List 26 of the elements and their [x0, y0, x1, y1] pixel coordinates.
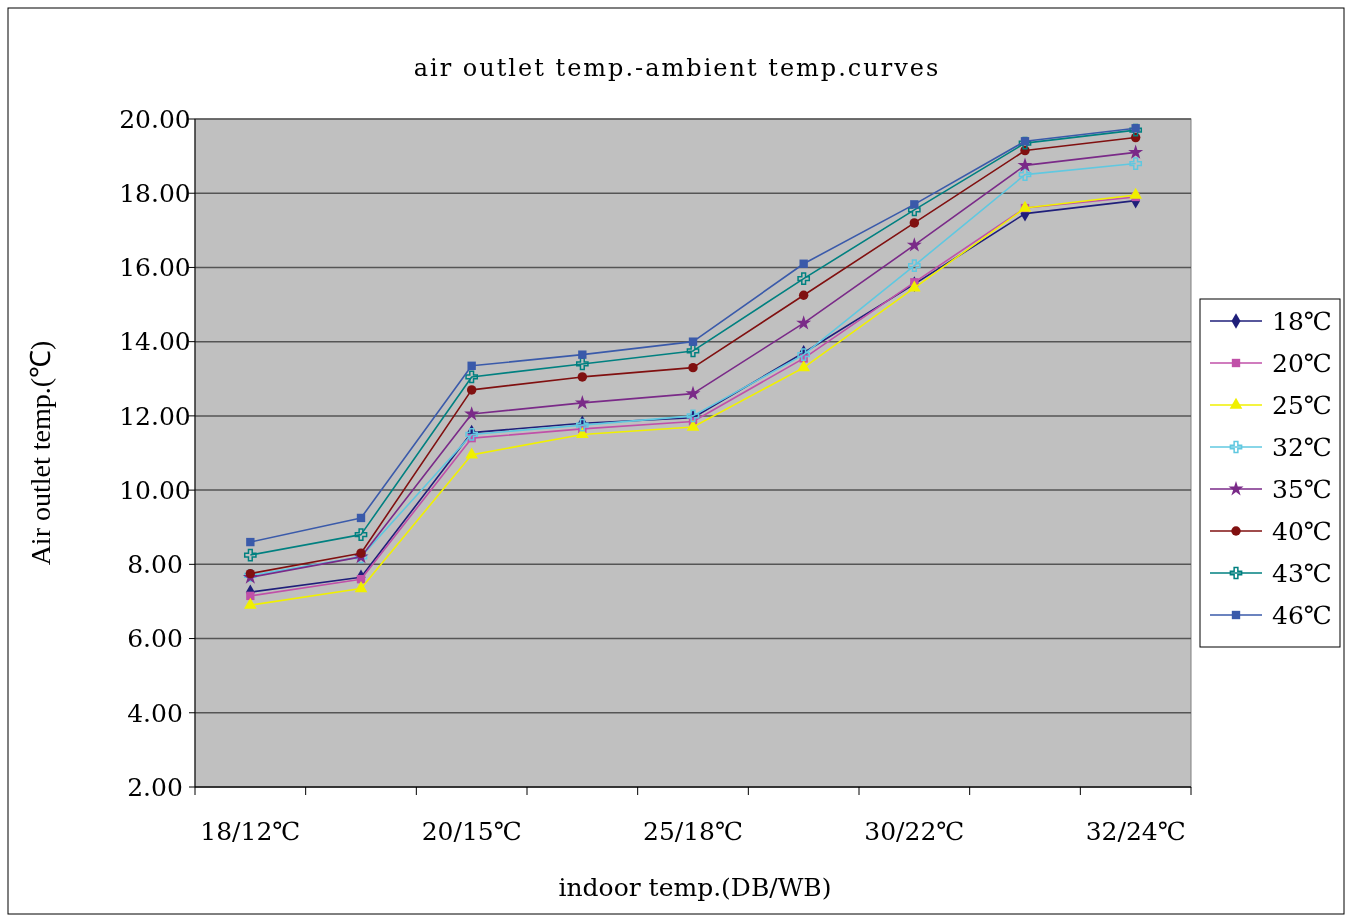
chart-title: air outlet temp.-ambient temp.curves — [413, 54, 941, 82]
x-axis-title: indoor temp.(DB/WB) — [558, 873, 832, 902]
legend-label: 25℃ — [1272, 390, 1332, 420]
y-tick-label: 20.00 — [119, 104, 191, 134]
legend-label: 43℃ — [1272, 558, 1332, 588]
y-tick-label: 10.00 — [119, 475, 191, 505]
y-tick-label: 16.00 — [119, 253, 191, 283]
y-tick-label: 18.00 — [119, 178, 191, 208]
x-tick-label: 18/12℃ — [200, 817, 301, 846]
y-tick-label: 2.00 — [127, 772, 183, 802]
legend-label: 40℃ — [1272, 516, 1332, 546]
y-tick-label: 14.00 — [119, 327, 191, 357]
y-axis-title: Air outlet temp.(℃) — [25, 340, 56, 566]
y-tick-label: 12.00 — [119, 401, 191, 431]
legend-label: 46℃ — [1272, 600, 1332, 630]
y-tick-label: 8.00 — [127, 550, 183, 580]
legend-label: 18℃ — [1272, 306, 1332, 336]
y-tick-label: 6.00 — [127, 624, 183, 654]
y-tick-label: 4.00 — [127, 698, 183, 728]
x-tick-label: 32/24℃ — [1085, 817, 1186, 846]
x-tick-label: 25/18℃ — [642, 817, 744, 846]
legend-label: 32℃ — [1272, 432, 1332, 462]
legend-label: 20℃ — [1272, 348, 1332, 378]
x-tick-label: 30/22℃ — [864, 817, 965, 846]
x-tick-label: 20/15℃ — [421, 817, 522, 846]
legend-label: 35℃ — [1272, 474, 1332, 504]
